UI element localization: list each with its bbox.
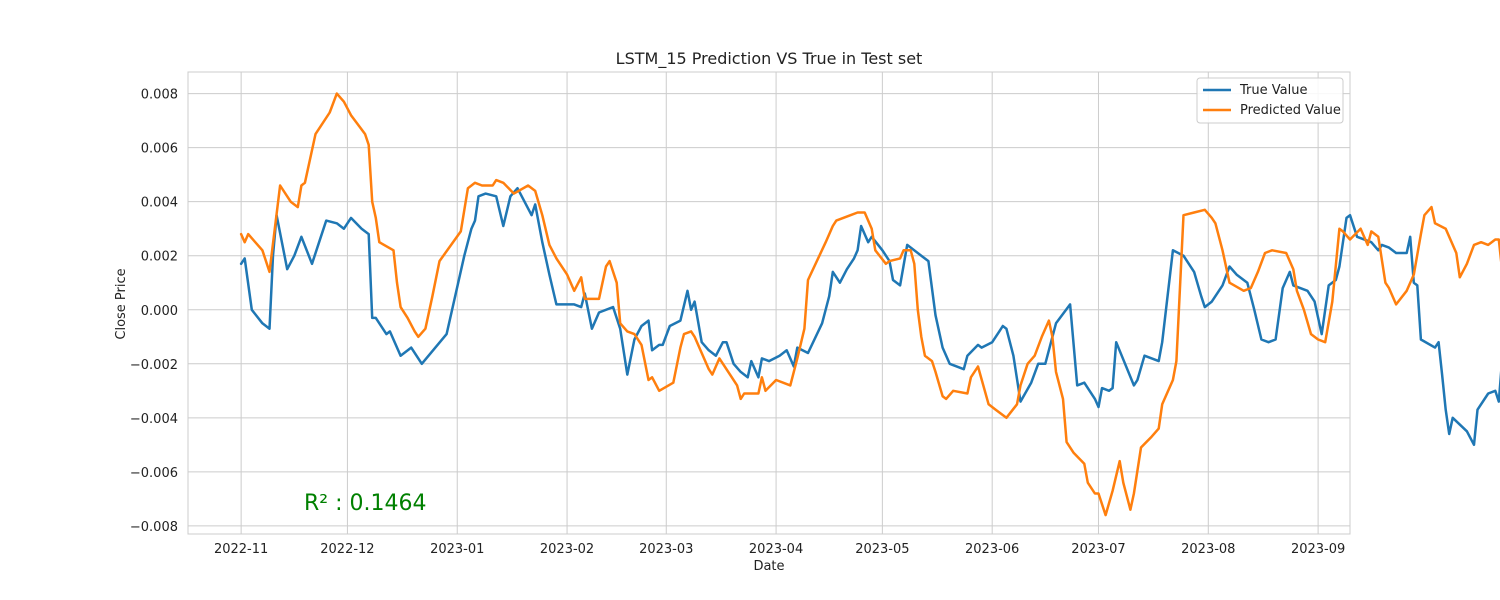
- legend: True Value Predicted Value: [1196, 77, 1344, 124]
- y-tick-label: −0.006: [130, 466, 178, 481]
- y-tick-label: −0.004: [130, 412, 178, 427]
- y-axis-label: Close Price: [114, 268, 129, 339]
- y-tick-label: 0.004: [141, 196, 178, 211]
- y-tick-label: −0.008: [130, 520, 178, 535]
- y-tick-label: 0.006: [141, 142, 178, 157]
- legend-label-predicted: Predicted Value: [1240, 103, 1341, 118]
- y-tick-label: 0.008: [141, 88, 178, 103]
- true-value-line: [239, 186, 1500, 447]
- x-tick-label: 2023-03: [639, 542, 693, 557]
- x-tick-label: 2023-09: [1291, 542, 1345, 557]
- x-axis-label: Date: [753, 559, 784, 574]
- axis-ticks: 0.008 0.006 0.004 0.002 0.000 −0.002 −0.004 −0.…: [130, 88, 1345, 557]
- legend-label-true: True Value: [1239, 83, 1307, 98]
- plot-area-frame: [187, 71, 1351, 535]
- x-tick-label: 2023-05: [855, 542, 909, 557]
- x-tick-label: 2022-11: [214, 542, 268, 557]
- x-tick-label: 2023-04: [749, 542, 803, 557]
- x-tick-label: 2023-01: [430, 542, 484, 557]
- y-tick-label: 0.002: [141, 250, 178, 265]
- grid: [188, 72, 1350, 534]
- chart-title: LSTM_15 Prediction VS True in Test set: [616, 49, 923, 69]
- r-squared-annotation: R² : 0.1464: [304, 491, 426, 516]
- x-tick-label: 2023-08: [1181, 542, 1235, 557]
- x-tick-label: 2023-07: [1071, 542, 1125, 557]
- series-lines: [239, 92, 1500, 517]
- y-tick-label: 0.000: [141, 304, 178, 319]
- x-tick-label: 2023-02: [540, 542, 594, 557]
- legend-box: [1196, 77, 1344, 124]
- predicted-value-line: [239, 92, 1500, 517]
- x-tick-label: 2022-12: [320, 542, 374, 557]
- x-tick-label: 2023-06: [965, 542, 1019, 557]
- y-tick-label: −0.002: [130, 358, 178, 373]
